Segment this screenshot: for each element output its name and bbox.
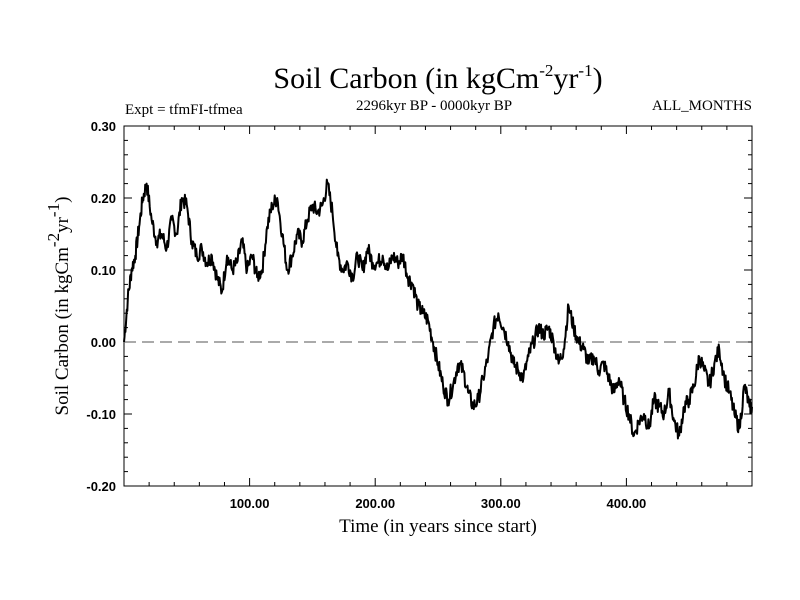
y-axis-label: Soil Carbon (in kgCm-2yr-1) (44, 197, 73, 416)
y-tick-label: 0.00 (91, 335, 116, 350)
x-tick-label: 400.00 (607, 496, 647, 511)
x-tick-label: 300.00 (481, 496, 521, 511)
axis-ticks (124, 125, 752, 487)
subtitle-center: 2296kyr BP - 0000kyr BP (356, 98, 512, 114)
subtitle-left: Expt = tfmFI-tfmea (125, 102, 243, 118)
axis-tick-labels: 100.00 200.00 300.00 400.00 0.30 0.20 0.10 0.00… (86, 119, 646, 511)
y-tick-label: 0.30 (91, 119, 116, 134)
y-tick-label: 0.20 (91, 191, 116, 206)
plot-frame (123, 125, 753, 487)
y-tick-label: 0.10 (91, 263, 116, 278)
x-tick-label: 200.00 (355, 496, 395, 511)
x-tick-label: 100.00 (230, 496, 270, 511)
y-tick-label: -0.10 (86, 407, 116, 422)
subtitle-right: ALL_MONTHS (652, 98, 752, 114)
y-tick-label: -0.20 (86, 479, 116, 494)
chart-title: Soil Carbon (in kgCm-2yr-1) (273, 61, 602, 95)
series-line-soil-carbon (123, 178, 753, 440)
x-axis-label: Time (in years since start) (339, 516, 537, 537)
